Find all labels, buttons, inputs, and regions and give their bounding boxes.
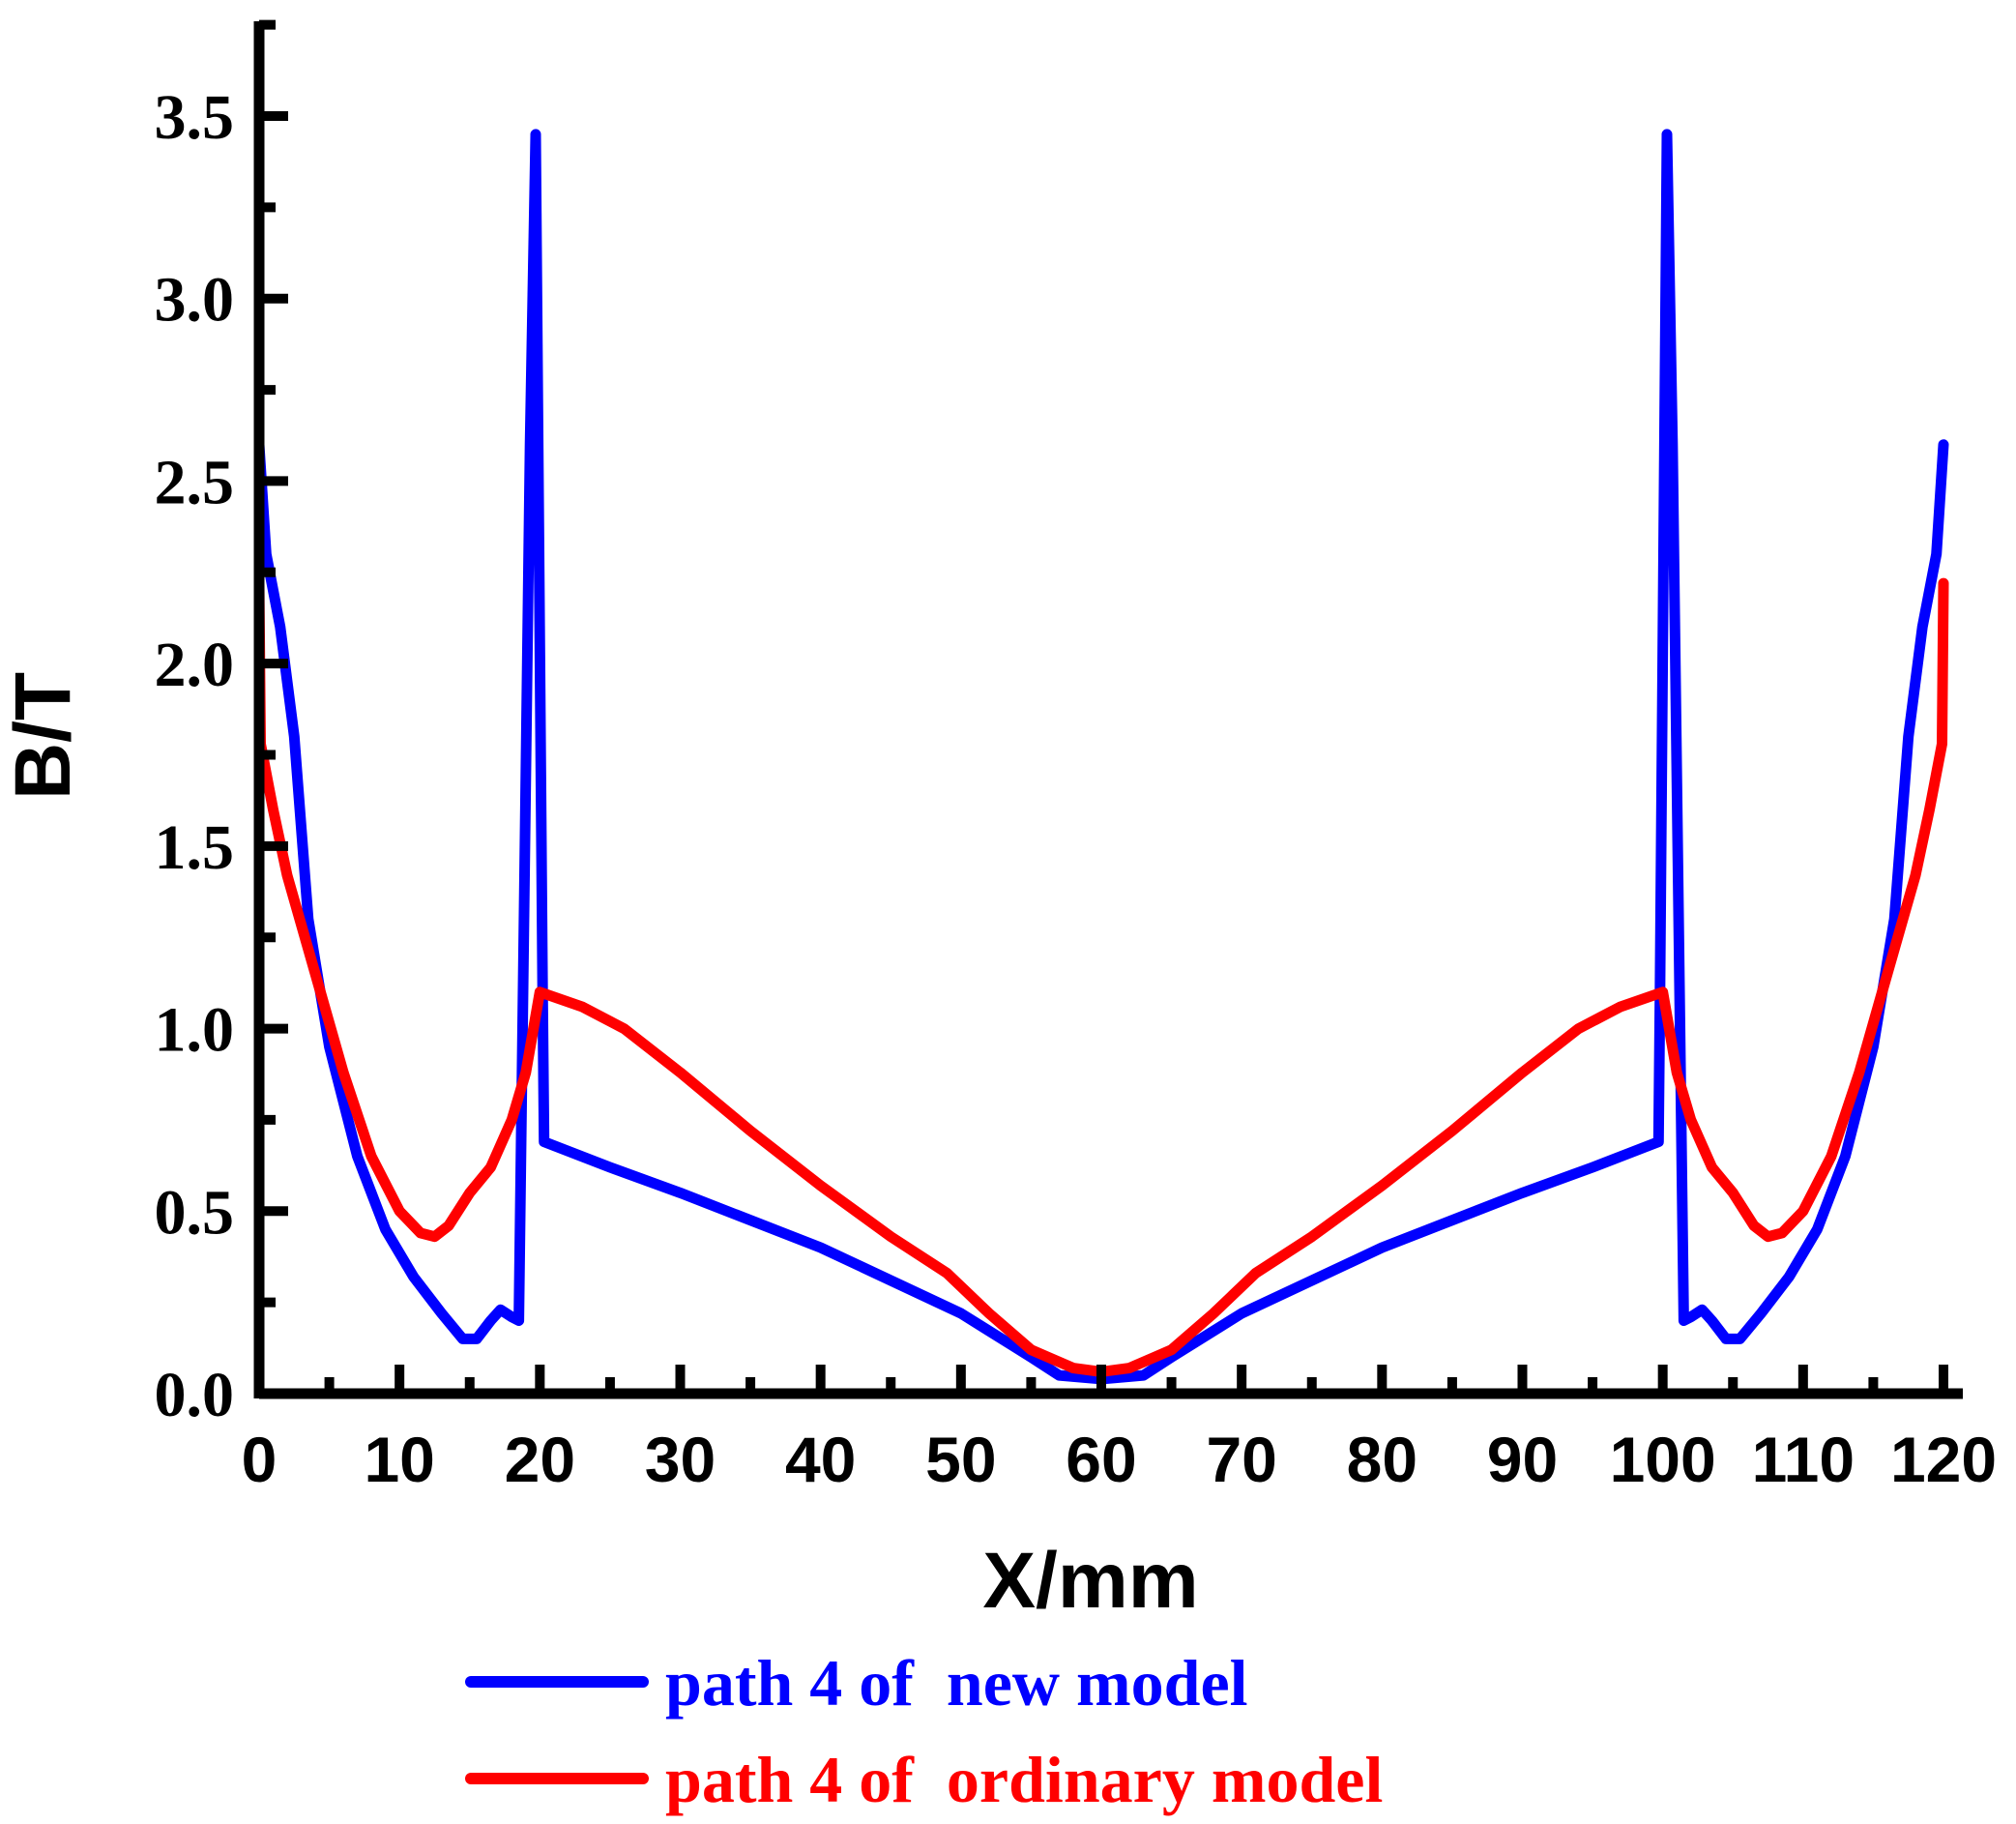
y-tick-label: 0.5 <box>155 1177 235 1248</box>
plot-area <box>253 129 1949 1385</box>
legend-label-2: path 4 of ordinary model <box>665 1743 1383 1816</box>
y-axis-title: B/T <box>0 672 87 800</box>
y-tick-label: 3.0 <box>155 265 235 336</box>
x-tick-label: 110 <box>1752 1424 1855 1495</box>
y-tick-label: 3.5 <box>155 82 235 153</box>
axes <box>253 21 1963 1399</box>
y-tick-label: 2.0 <box>155 630 235 700</box>
x-tick-label: 0 <box>242 1424 278 1495</box>
x-tick-label: 100 <box>1610 1424 1716 1495</box>
x-tick-label: 90 <box>1487 1424 1558 1495</box>
x-tick-label: 20 <box>505 1424 575 1495</box>
series-line-1 <box>253 129 1949 1385</box>
x-tick-label: 50 <box>925 1424 996 1495</box>
x-tick-label: 10 <box>364 1424 434 1495</box>
y-tick-label: 2.5 <box>155 447 235 517</box>
y-tick-label: 1.0 <box>155 995 235 1066</box>
x-axis-title: X/mm <box>982 1537 1198 1625</box>
y-tick-label: 1.5 <box>155 812 235 883</box>
series-line-2 <box>253 577 1949 1377</box>
x-tick-label: 30 <box>645 1424 716 1495</box>
x-tick-label: 60 <box>1066 1424 1136 1495</box>
legend: path 4 of new model path 4 of ordinary mo… <box>465 1646 1383 1816</box>
x-tick-label: 70 <box>1206 1424 1276 1495</box>
ticks: 0 10 20 30 40 50 60 70 80 90 100 110 120 0.0 0.5 1.0 1.5… <box>155 19 1997 1495</box>
y-tick-label: 0.0 <box>155 1360 235 1430</box>
x-tick-label: 40 <box>785 1424 856 1495</box>
x-tick-label: 120 <box>1890 1424 1997 1495</box>
x-tick-label: 80 <box>1347 1424 1417 1495</box>
legend-label-1: path 4 of new model <box>665 1646 1248 1720</box>
